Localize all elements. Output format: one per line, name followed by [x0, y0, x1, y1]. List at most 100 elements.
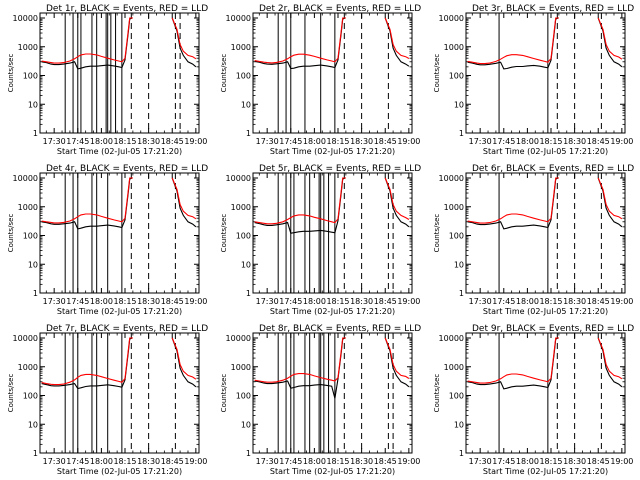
y-tick-label: 1: [246, 289, 251, 298]
x-tick-label: 18:45: [161, 457, 184, 466]
y-tick-label: 1: [459, 289, 464, 298]
x-tick-label: 18:30: [563, 137, 586, 146]
y-tick-label: 10: [454, 420, 464, 429]
y-tick-label: 10: [28, 420, 38, 429]
plot-frame: [39, 332, 200, 454]
x-tick-label: 17:30: [256, 457, 279, 466]
y-tick-label: 1: [459, 449, 464, 458]
x-tick-label: 18:45: [374, 457, 397, 466]
chart-panel-6: Det 6r, BLACK = Events, RED = LLD 1 10 100 1…: [433, 164, 634, 316]
x-tick-label: 17:30: [469, 297, 492, 306]
y-tick-label: 10: [241, 420, 251, 429]
series-line-lld: [254, 177, 410, 225]
x-tick-label: 17:45: [66, 457, 89, 466]
chart-panel-3: Det 3r, BLACK = Events, RED = LLD 1 10 100 1…: [433, 4, 634, 156]
y-tick-label: 1000: [444, 363, 464, 372]
y-tick-label: 1: [33, 129, 38, 138]
y-tick-label: 10000: [226, 14, 251, 23]
x-axis-label: Start Time (02-Jul-05 17:21:20): [270, 467, 395, 476]
x-tick-label: 17:30: [43, 137, 66, 146]
x-tick-label: 17:45: [279, 137, 302, 146]
y-tick-label: 1000: [444, 43, 464, 52]
x-tick-label: 18:45: [374, 297, 397, 306]
y-tick-label: 1000: [231, 203, 251, 212]
x-axis-label: Start Time (02-Jul-05 17:21:20): [57, 147, 182, 156]
y-tick-label: 10000: [439, 14, 464, 23]
y-axis-label: Counts/sec: [220, 54, 228, 93]
chart-panel-2: Det 2r, BLACK = Events, RED = LLD 1 10 100 1…: [220, 4, 421, 156]
x-tick-label: 17:30: [469, 137, 492, 146]
panel-title: Det 3r, BLACK = Events, RED = LLD: [472, 4, 634, 14]
panel-title: Det 8r, BLACK = Events, RED = LLD: [259, 324, 421, 334]
x-tick-label: 17:45: [66, 137, 89, 146]
plot-frame: [252, 12, 413, 134]
y-tick-label: 10000: [439, 334, 464, 343]
x-tick-label: 18:45: [161, 137, 184, 146]
x-axis-label: Start Time (02-Jul-05 17:21:20): [483, 467, 608, 476]
y-tick-label: 10: [241, 260, 251, 269]
y-tick-label: 100: [23, 232, 38, 241]
series-line-lld: [41, 17, 197, 64]
x-tick-label: 19:00: [610, 457, 633, 466]
chart-panel-4: Det 4r, BLACK = Events, RED = LLD 1 10 100 1…: [7, 164, 208, 316]
chart-panel-7: Det 7r, BLACK = Events, RED = LLD 1 10 100 1…: [7, 324, 208, 476]
x-tick-label: 18:15: [539, 137, 562, 146]
y-axis-label: Counts/sec: [7, 214, 15, 253]
plot-frame: [252, 172, 413, 294]
y-tick-label: 1000: [18, 203, 38, 212]
y-tick-label: 100: [23, 72, 38, 81]
x-tick-label: 17:45: [279, 297, 302, 306]
y-tick-label: 1000: [18, 363, 38, 372]
chart-panel-9: Det 9r, BLACK = Events, RED = LLD 1 10 100 1…: [433, 324, 634, 476]
plot-frame: [39, 172, 200, 294]
y-tick-label: 1: [246, 449, 251, 458]
y-tick-label: 100: [449, 232, 464, 241]
x-tick-label: 18:00: [516, 457, 539, 466]
x-tick-label: 18:30: [350, 457, 373, 466]
y-tick-label: 1000: [231, 43, 251, 52]
y-tick-label: 10: [241, 100, 251, 109]
y-tick-label: 10000: [13, 14, 38, 23]
y-tick-label: 10000: [13, 174, 38, 183]
y-tick-label: 100: [449, 72, 464, 81]
y-tick-label: 1000: [231, 363, 251, 372]
x-tick-label: 18:15: [113, 137, 136, 146]
panel-title: Det 4r, BLACK = Events, RED = LLD: [46, 164, 208, 174]
x-tick-label: 18:30: [137, 137, 160, 146]
y-tick-label: 100: [23, 392, 38, 401]
y-tick-label: 10000: [226, 334, 251, 343]
x-tick-label: 18:15: [326, 457, 349, 466]
x-tick-label: 18:30: [350, 137, 373, 146]
x-axis-label: Start Time (02-Jul-05 17:21:20): [57, 467, 182, 476]
y-tick-label: 100: [449, 392, 464, 401]
x-tick-label: 18:00: [90, 137, 113, 146]
y-tick-label: 100: [236, 392, 251, 401]
y-tick-label: 1000: [18, 43, 38, 52]
x-tick-label: 18:00: [90, 297, 113, 306]
y-axis-label: Counts/sec: [220, 214, 228, 253]
series-line-lld: [254, 337, 410, 383]
y-tick-label: 10: [28, 260, 38, 269]
x-tick-label: 19:00: [610, 137, 633, 146]
y-tick-label: 1000: [444, 203, 464, 212]
x-tick-label: 18:00: [516, 137, 539, 146]
plot-frame: [252, 332, 413, 454]
x-tick-label: 18:30: [563, 297, 586, 306]
x-tick-label: 18:00: [303, 297, 326, 306]
series-line-lld: [254, 17, 410, 64]
panel-title: Det 6r, BLACK = Events, RED = LLD: [472, 164, 634, 174]
y-tick-label: 1: [246, 129, 251, 138]
x-tick-label: 18:45: [587, 457, 610, 466]
panel-title: Det 2r, BLACK = Events, RED = LLD: [259, 4, 421, 14]
x-axis-label: Start Time (02-Jul-05 17:21:20): [270, 147, 395, 156]
x-tick-label: 18:15: [326, 297, 349, 306]
x-axis-label: Start Time (02-Jul-05 17:21:20): [57, 307, 182, 316]
x-tick-label: 17:30: [43, 457, 66, 466]
series-line-lld: [467, 17, 623, 65]
x-axis-label: Start Time (02-Jul-05 17:21:20): [270, 307, 395, 316]
y-axis-label: Counts/sec: [433, 214, 441, 253]
y-tick-label: 10000: [226, 174, 251, 183]
x-tick-label: 18:15: [539, 297, 562, 306]
x-tick-label: 17:45: [492, 137, 515, 146]
